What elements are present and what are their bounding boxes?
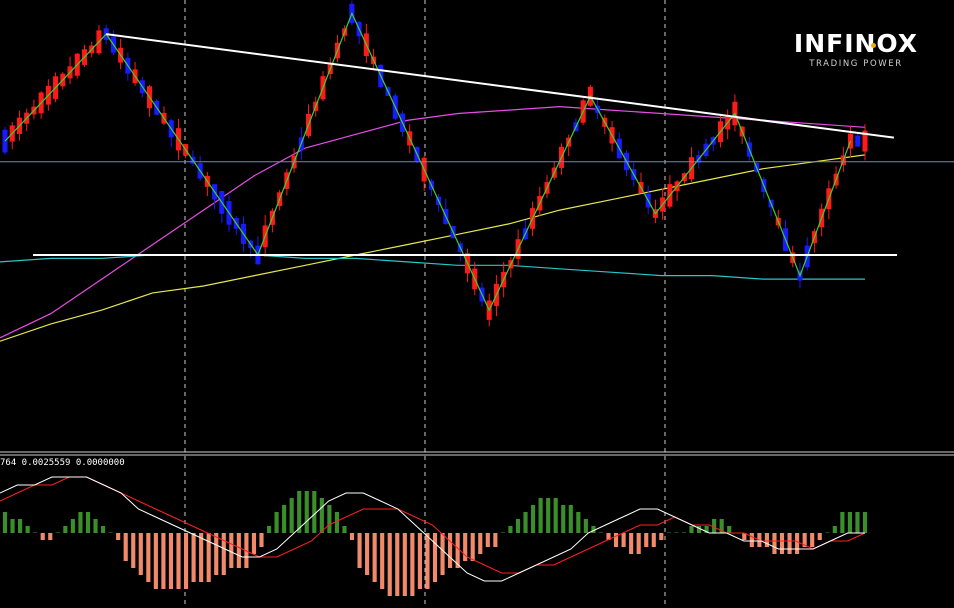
ma-mid-line xyxy=(0,154,866,342)
brand-accent-dot xyxy=(871,43,876,48)
candle-body xyxy=(855,135,861,147)
macd-histogram xyxy=(2,491,868,596)
macd-line xyxy=(0,476,865,582)
zigzag-line xyxy=(4,11,852,312)
signal-line xyxy=(0,476,866,574)
moving-averages xyxy=(0,105,866,342)
zigzag-lines xyxy=(4,11,852,312)
macd-lines xyxy=(0,476,866,582)
brand-name: INFINOX xyxy=(793,29,919,58)
brand-logo: INFINOX TRADING POWER xyxy=(786,29,926,70)
descending-trendline xyxy=(106,33,895,139)
horizontal-levels xyxy=(0,161,954,256)
ma-fast-line xyxy=(0,105,866,339)
brand-tagline: TRADING POWER xyxy=(809,59,903,69)
ma-slow-line xyxy=(0,254,865,280)
candle-body xyxy=(862,130,868,152)
candle-body xyxy=(848,133,854,149)
indicator-label: 764 0.0025559 0.0000000 xyxy=(0,458,125,468)
trendline xyxy=(106,33,895,139)
